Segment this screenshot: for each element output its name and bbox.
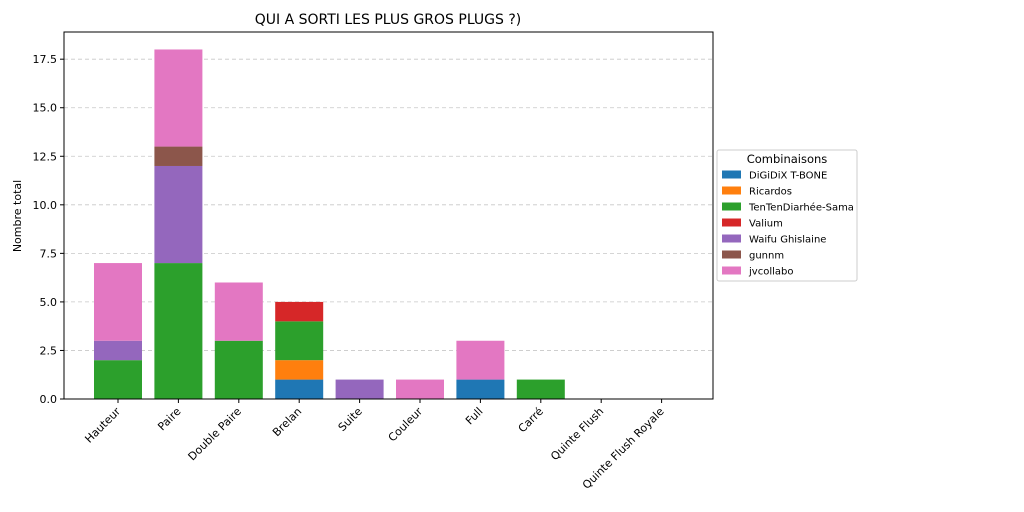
bar-segment [275, 301, 324, 322]
y-tick-label: 12.5 [33, 150, 58, 163]
legend-item-label: gunnm [749, 251, 784, 262]
y-axis: 0.0 2.5 5.0 7.5 10.0 12.5 15.0 17.5 [33, 53, 64, 406]
bar-segment [396, 379, 444, 399]
legend-item-label: TenTenDiarhée-Sama [748, 202, 854, 214]
x-tick-label: Full [463, 405, 485, 427]
y-tick-label: 15.0 [33, 102, 58, 115]
bar-segment [214, 282, 263, 341]
legend-item-label: Ricardos [749, 187, 792, 198]
y-tick-label: 5.0 [40, 296, 58, 309]
bar-segment [154, 146, 203, 166]
x-tick-label: Double Paire [186, 405, 244, 463]
legend-swatch [722, 250, 741, 259]
legend-swatch [722, 202, 741, 211]
legend-item-label: Valium [749, 219, 783, 230]
x-tick-label: Paire [155, 405, 183, 433]
legend-swatch [722, 186, 741, 195]
legend-item-label: DiGiDiX T-BONE [749, 171, 827, 182]
bar-segment [456, 340, 505, 380]
bar-segment [275, 360, 324, 380]
legend-swatch [722, 234, 741, 243]
bar-segment [154, 263, 203, 399]
x-tick-label: Quinte Flush [548, 405, 606, 463]
x-tick-label: Couleur [386, 405, 426, 445]
legend: Combinaisons DiGiDiX T-BONE Ricardos TenTe… [716, 149, 858, 282]
x-tick-label: Carré [516, 405, 546, 435]
y-tick-label: 0.0 [40, 393, 58, 406]
bar-segment [516, 379, 565, 399]
x-tick-label: Suite [336, 405, 365, 434]
bar-segment [94, 340, 142, 361]
legend-item-label: jvcollabo [748, 267, 793, 278]
bars [94, 49, 565, 399]
legend-item-label: Waifu Ghislaine [749, 235, 826, 246]
y-tick-label: 17.5 [33, 53, 58, 66]
bar-segment [275, 321, 324, 361]
bar-segment [214, 340, 263, 399]
y-tick-label: 2.5 [40, 344, 58, 357]
x-tick-label: Hauteur [82, 405, 123, 446]
bar-segment [154, 49, 203, 147]
chart-title: QUI A SORTI LES PLUS GROS PLUGS ?) [255, 12, 522, 28]
x-axis: Hauteur Paire Double Paire Brelan Suite Coule… [82, 399, 667, 492]
bar-segment [94, 360, 142, 399]
bar-segment [275, 379, 324, 399]
y-tick-label: 10.0 [33, 199, 58, 212]
legend-box [716, 149, 858, 282]
y-tick-label: 7.5 [40, 247, 58, 260]
x-tick-label: Brelan [270, 405, 304, 439]
bar-segment [456, 379, 505, 399]
y-axis-label: Nombre total [11, 180, 24, 252]
legend-swatch [722, 218, 741, 227]
plot-frame [63, 31, 714, 400]
bar-segment [154, 165, 203, 264]
legend-title: Combinaisons [747, 152, 828, 166]
bar-segment [335, 379, 384, 399]
legend-swatch [722, 170, 741, 179]
bar-segment [94, 263, 142, 341]
legend-swatch [722, 266, 741, 275]
